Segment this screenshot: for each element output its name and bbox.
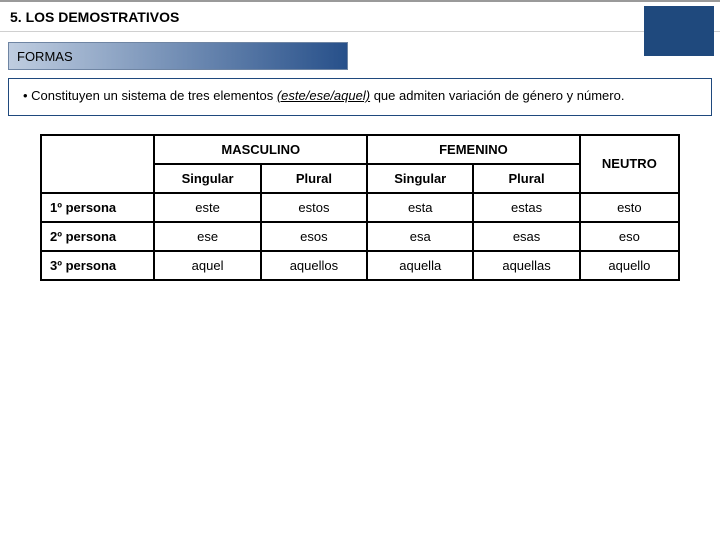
desc-prefix: • Constituyen un sistema de tres element… — [23, 88, 277, 103]
cell: esos — [261, 222, 367, 251]
header-femenino: FEMENINO — [367, 135, 580, 164]
table-row: 1º persona este estos esta estas esto — [41, 193, 679, 222]
header-neutro: NEUTRO — [580, 135, 679, 193]
cell: eso — [580, 222, 679, 251]
header-masculino: MASCULINO — [154, 135, 367, 164]
accent-block — [644, 6, 714, 56]
cell: aquello — [580, 251, 679, 280]
cell: aquella — [367, 251, 473, 280]
desc-suffix: que admiten variación de género y número… — [370, 88, 624, 103]
page-title: 5. LOS DEMOSTRATIVOS — [0, 9, 179, 25]
cell: esa — [367, 222, 473, 251]
row-label-1: 2º persona — [41, 222, 154, 251]
corner-cell — [41, 135, 154, 193]
row-label-0: 1º persona — [41, 193, 154, 222]
subheader-1: Plural — [261, 164, 367, 193]
subheader-2: Singular — [367, 164, 473, 193]
subtitle-bar: FORMAS — [8, 42, 348, 70]
cell: esas — [473, 222, 579, 251]
subheader-0: Singular — [154, 164, 260, 193]
cell: ese — [154, 222, 260, 251]
demonstratives-table-wrap: MASCULINO FEMENINO NEUTRO Singular Plura… — [40, 134, 680, 281]
table-row: 3º persona aquel aquellos aquella aquell… — [41, 251, 679, 280]
cell: esta — [367, 193, 473, 222]
cell: estos — [261, 193, 367, 222]
desc-emph: (este/ese/aquel) — [277, 88, 370, 103]
description-text: • Constituyen un sistema de tres element… — [19, 87, 701, 105]
cell: estas — [473, 193, 579, 222]
subheader-3: Plural — [473, 164, 579, 193]
cell: esto — [580, 193, 679, 222]
table-row: 2º persona ese esos esa esas eso — [41, 222, 679, 251]
cell: este — [154, 193, 260, 222]
title-bar: 5. LOS DEMOSTRATIVOS — [0, 0, 720, 32]
table-header-row-1: MASCULINO FEMENINO NEUTRO — [41, 135, 679, 164]
cell: aquellas — [473, 251, 579, 280]
description-box: • Constituyen un sistema de tres element… — [8, 78, 712, 116]
subtitle-text: FORMAS — [17, 49, 73, 64]
cell: aquel — [154, 251, 260, 280]
cell: aquellos — [261, 251, 367, 280]
demonstratives-table: MASCULINO FEMENINO NEUTRO Singular Plura… — [40, 134, 680, 281]
row-label-2: 3º persona — [41, 251, 154, 280]
